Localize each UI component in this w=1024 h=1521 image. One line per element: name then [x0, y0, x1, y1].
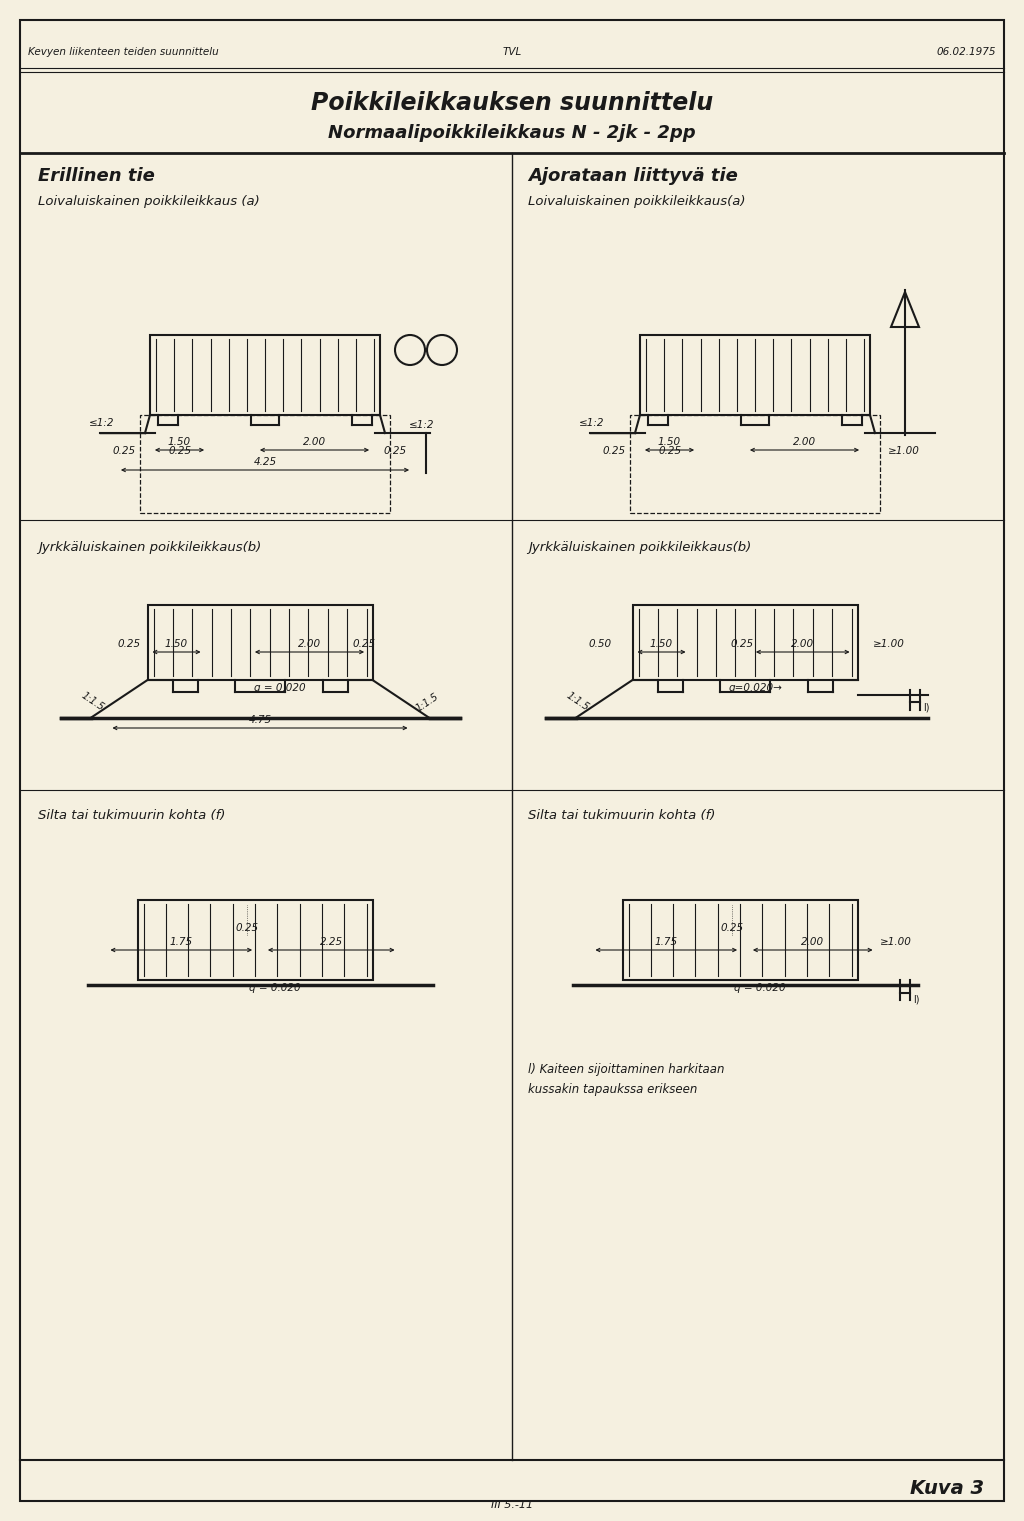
Text: Poikkileikkauksen suunnittelu: Poikkileikkauksen suunnittelu	[311, 91, 713, 116]
Text: Jyrkkäluiskainen poikkileikkaus(b): Jyrkkäluiskainen poikkileikkaus(b)	[38, 541, 261, 555]
Text: q=0.020→: q=0.020→	[728, 683, 782, 694]
Text: l) Kaiteen sijoittaminen harkitaan: l) Kaiteen sijoittaminen harkitaan	[528, 1063, 725, 1077]
Text: 2.00: 2.00	[801, 937, 824, 948]
Text: 1:1.5: 1:1.5	[564, 691, 591, 713]
Text: Jyrkkäluiskainen poikkileikkaus(b): Jyrkkäluiskainen poikkileikkaus(b)	[528, 541, 752, 555]
Text: III 5.-11: III 5.-11	[490, 1500, 534, 1510]
Bar	[630, 415, 880, 513]
Text: TVL: TVL	[503, 47, 521, 56]
Text: ≤1:2: ≤1:2	[580, 418, 605, 427]
Text: ≥1.00: ≥1.00	[888, 446, 920, 456]
Text: 0.25: 0.25	[236, 923, 259, 932]
Text: 0.25: 0.25	[353, 639, 376, 649]
Text: 1.50: 1.50	[168, 437, 191, 447]
Text: 0.25: 0.25	[658, 446, 682, 456]
Text: Silta tai tukimuurin kohta (f): Silta tai tukimuurin kohta (f)	[38, 809, 225, 823]
Text: ≥1.00: ≥1.00	[880, 937, 911, 948]
Text: Kuva 3: Kuva 3	[910, 1478, 984, 1498]
Text: 1.75: 1.75	[170, 937, 193, 948]
Text: 4.75: 4.75	[249, 715, 271, 726]
Bar	[623, 900, 857, 980]
Bar	[137, 900, 373, 980]
Text: Ajorataan liittyvä tie: Ajorataan liittyvä tie	[528, 167, 738, 186]
Text: 1.75: 1.75	[654, 937, 678, 948]
Text: 1.50: 1.50	[650, 639, 673, 649]
Text: q = 0.020: q = 0.020	[254, 683, 306, 694]
Text: 0.25: 0.25	[602, 446, 626, 456]
Bar	[640, 335, 870, 415]
Text: ≤1:2: ≤1:2	[410, 420, 435, 430]
Bar	[147, 605, 373, 680]
Bar	[150, 335, 380, 415]
Text: 1.50: 1.50	[165, 639, 188, 649]
Text: Silta tai tukimuurin kohta (f): Silta tai tukimuurin kohta (f)	[528, 809, 716, 823]
Text: q = 0.020: q = 0.020	[734, 983, 785, 993]
Text: 0.25: 0.25	[383, 446, 407, 456]
Text: 1.50: 1.50	[658, 437, 681, 447]
Text: Kevyen liikenteen teiden suunnittelu: Kevyen liikenteen teiden suunnittelu	[28, 47, 219, 56]
Text: 2.00: 2.00	[792, 639, 814, 649]
Text: 0.50: 0.50	[589, 639, 612, 649]
Text: 06.02.1975: 06.02.1975	[937, 47, 996, 56]
Text: 4.25: 4.25	[253, 456, 276, 467]
Text: Erillinen tie: Erillinen tie	[38, 167, 155, 186]
Text: ≥1.00: ≥1.00	[872, 639, 904, 649]
Text: 2.25: 2.25	[319, 937, 343, 948]
Text: Normaalipoikkileikkaus N - 2jk - 2pp: Normaalipoikkileikkaus N - 2jk - 2pp	[328, 125, 696, 141]
Text: q = 0.020: q = 0.020	[249, 983, 301, 993]
Text: 2.00: 2.00	[298, 639, 322, 649]
Text: l): l)	[924, 703, 930, 713]
Text: ≤1:2: ≤1:2	[89, 418, 115, 427]
Text: Loivaluiskainen poikkileikkaus (a): Loivaluiskainen poikkileikkaus (a)	[38, 196, 260, 208]
Bar	[140, 415, 390, 513]
Bar	[633, 605, 857, 680]
Text: 0.25: 0.25	[721, 923, 743, 932]
Text: 0.25: 0.25	[730, 639, 754, 649]
Text: 0.25: 0.25	[168, 446, 191, 456]
Text: 0.25: 0.25	[118, 639, 141, 649]
Text: 1:1.5: 1:1.5	[79, 691, 105, 713]
Text: 0.25: 0.25	[113, 446, 135, 456]
Text: 2.00: 2.00	[303, 437, 326, 447]
Text: kussakin tapaukssa erikseen: kussakin tapaukssa erikseen	[528, 1083, 697, 1097]
Text: 1:1.5: 1:1.5	[415, 691, 440, 713]
Text: 2.00: 2.00	[793, 437, 816, 447]
Text: l): l)	[913, 995, 920, 1004]
Text: Loivaluiskainen poikkileikkaus(a): Loivaluiskainen poikkileikkaus(a)	[528, 196, 745, 208]
